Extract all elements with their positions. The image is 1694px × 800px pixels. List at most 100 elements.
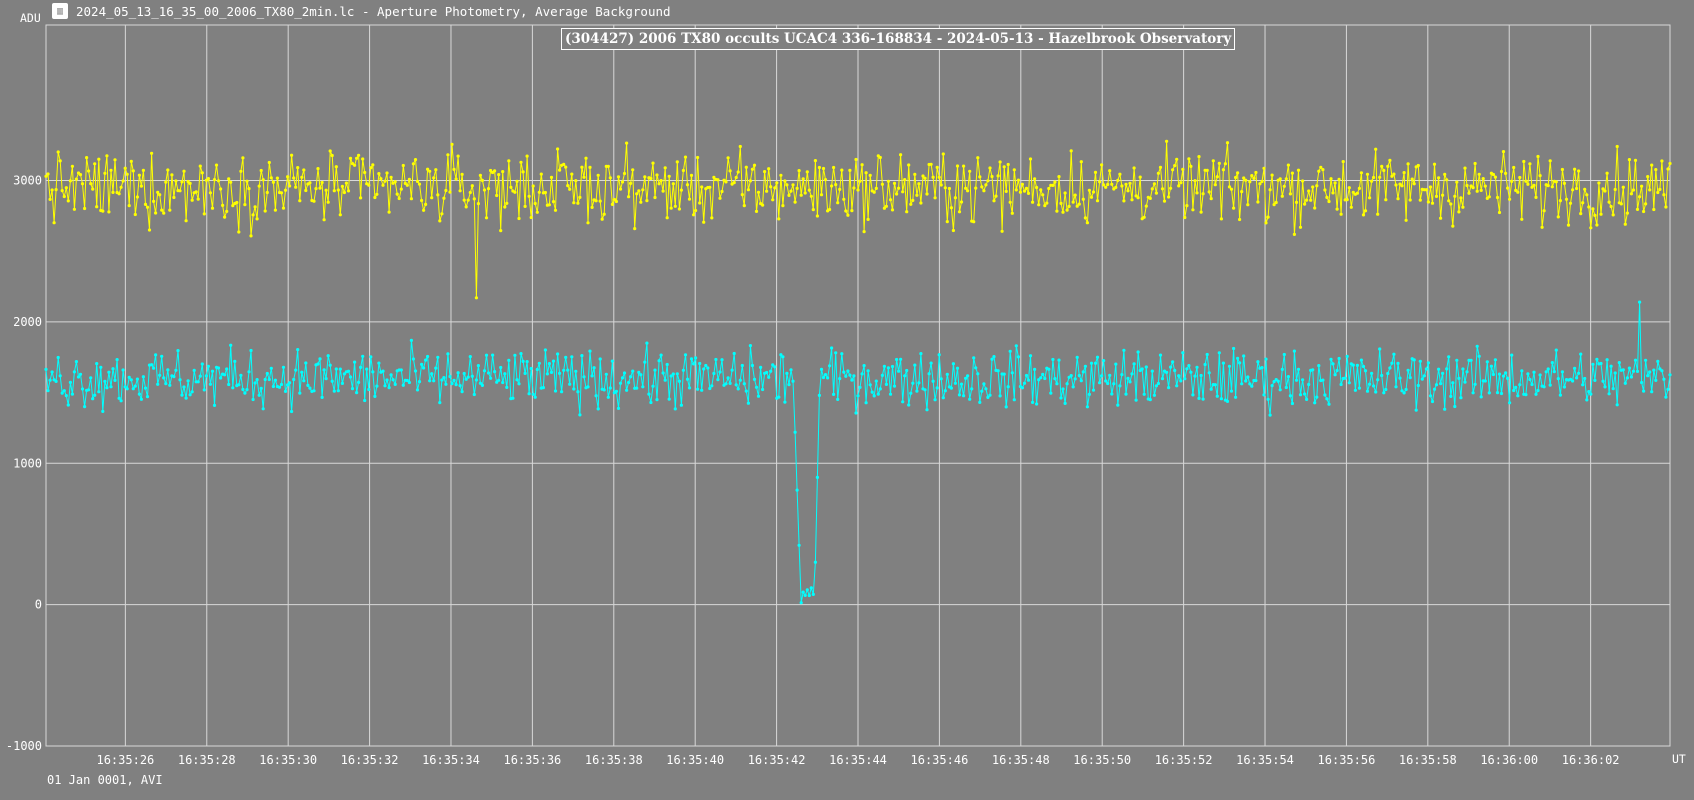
data-point (202, 212, 206, 216)
data-point (172, 195, 176, 200)
data-point (598, 357, 602, 361)
data-point (46, 172, 50, 176)
data-point (296, 166, 300, 170)
data-point (1370, 179, 1374, 183)
data-point (1057, 175, 1061, 179)
data-point (533, 201, 537, 206)
data-point (353, 360, 357, 364)
data-point (1248, 180, 1252, 184)
data-point (836, 201, 840, 205)
data-point (342, 372, 346, 376)
data-point (1022, 381, 1027, 385)
data-point (436, 355, 440, 359)
data-point (994, 194, 998, 198)
data-point (265, 371, 269, 376)
data-point (570, 172, 574, 176)
data-point (1514, 188, 1518, 192)
data-point (389, 175, 393, 179)
data-point (637, 370, 641, 374)
data-point (1217, 161, 1221, 165)
data-point (1073, 193, 1077, 197)
data-point (1205, 352, 1209, 357)
data-point (1372, 175, 1376, 180)
data-point (93, 393, 97, 397)
data-point (846, 369, 850, 373)
data-point (1284, 177, 1288, 181)
data-point (653, 195, 657, 200)
data-point (639, 373, 643, 377)
data-point (1522, 159, 1526, 164)
data-point (286, 175, 290, 179)
data-point (1081, 370, 1085, 374)
data-point (1493, 358, 1497, 362)
data-point (1286, 375, 1290, 379)
data-point (842, 197, 846, 201)
data-point (1524, 393, 1528, 397)
data-point (720, 189, 724, 194)
data-point (671, 372, 675, 376)
data-point (1284, 385, 1288, 390)
data-point (945, 372, 949, 376)
data-point (657, 182, 661, 186)
data-point (1526, 372, 1530, 376)
data-point (911, 381, 915, 385)
data-point (809, 586, 813, 590)
data-point (872, 394, 876, 398)
data-point (1033, 177, 1037, 181)
data-point (746, 188, 751, 192)
data-point (848, 373, 852, 377)
data-point (1028, 354, 1033, 358)
data-point (878, 387, 882, 391)
data-point (458, 384, 462, 388)
data-point (1303, 392, 1307, 396)
data-point (1646, 374, 1650, 378)
data-point (1428, 185, 1433, 189)
data-point (156, 190, 160, 194)
data-point (424, 202, 428, 206)
data-point (1374, 147, 1378, 151)
data-point (1501, 374, 1506, 378)
data-point (1016, 178, 1021, 182)
data-point (1280, 367, 1284, 371)
data-point (1465, 370, 1469, 374)
data-point (326, 200, 330, 204)
data-point (478, 381, 482, 385)
data-point (925, 192, 929, 196)
data-point (1223, 162, 1227, 166)
data-point (186, 179, 190, 184)
y-tick-label: -1000 (6, 739, 42, 753)
data-point (1451, 381, 1455, 385)
data-point (464, 205, 468, 209)
data-point (531, 392, 535, 396)
data-point (594, 394, 598, 398)
data-point (828, 364, 832, 368)
data-point (180, 393, 184, 397)
x-tick-label: 16:35:36 (503, 753, 561, 767)
data-point (748, 179, 753, 183)
data-point (1102, 359, 1106, 363)
data-point (1152, 182, 1156, 186)
data-point (1510, 353, 1514, 357)
data-point (288, 184, 292, 188)
data-point (1489, 364, 1493, 368)
data-point (1625, 376, 1629, 380)
data-point (1357, 386, 1361, 390)
data-point (97, 390, 101, 394)
data-point (1075, 204, 1079, 208)
data-point (986, 395, 990, 399)
data-point (1558, 393, 1562, 397)
data-point (1396, 197, 1400, 201)
data-point (1081, 197, 1085, 201)
data-point (1207, 371, 1211, 375)
data-point (1613, 187, 1617, 192)
data-point (1343, 376, 1347, 380)
data-point (1386, 164, 1390, 168)
data-point (529, 366, 533, 371)
data-point (592, 366, 596, 370)
data-point (1339, 212, 1343, 216)
data-point (736, 170, 740, 174)
data-point (1238, 361, 1242, 365)
data-point (529, 215, 533, 220)
data-point (868, 383, 872, 387)
data-point (927, 372, 931, 376)
